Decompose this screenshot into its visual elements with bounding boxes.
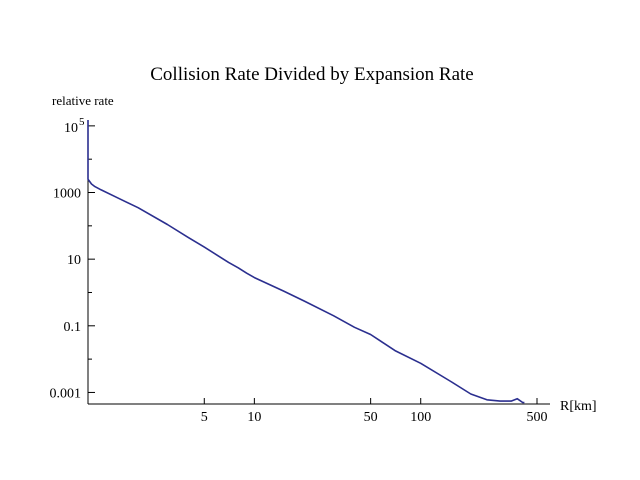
y-tick-label: 10 bbox=[64, 121, 78, 136]
x-tick-label: 100 bbox=[410, 410, 431, 425]
x-tick-label: 10 bbox=[247, 410, 261, 425]
y-tick-label: 0.1 bbox=[64, 320, 82, 335]
y-tick-label: 1000 bbox=[53, 187, 81, 202]
x-tick-label: 50 bbox=[364, 410, 378, 425]
y-tick-label: 10 bbox=[67, 253, 81, 268]
y-tick-label-exponent: 5 bbox=[79, 116, 85, 128]
x-tick-label: 5 bbox=[201, 410, 208, 425]
chart-title: Collision Rate Divided by Expansion Rate bbox=[150, 64, 474, 85]
series-line bbox=[87, 120, 525, 404]
y-axis-label: relative rate bbox=[52, 93, 114, 108]
plot-area bbox=[87, 120, 525, 404]
x-axis-label: R[km] bbox=[560, 399, 597, 414]
y-tick-label: 0.001 bbox=[50, 386, 82, 401]
x-tick-label: 500 bbox=[527, 410, 548, 425]
